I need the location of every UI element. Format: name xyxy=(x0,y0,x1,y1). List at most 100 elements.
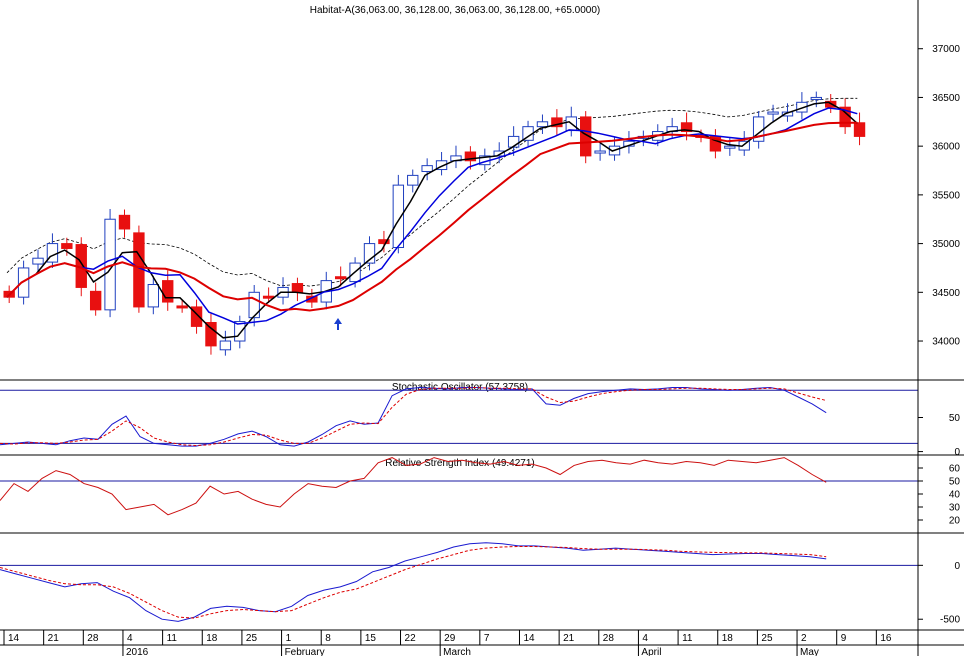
y-tick-label: 35500 xyxy=(932,190,960,201)
candle-up xyxy=(363,243,376,264)
stochastic-y-axis: 0 50 xyxy=(918,413,960,458)
y-tick-label: 40 xyxy=(949,490,961,501)
macd-y-axis: -500 0 xyxy=(918,561,960,626)
candle-down xyxy=(176,305,188,309)
y-tick-label: 0 xyxy=(954,561,960,572)
candle-up xyxy=(219,340,232,351)
x-tick-label: 9 xyxy=(841,633,847,644)
envelope-line xyxy=(6,97,858,287)
ma-mid-line xyxy=(6,107,858,325)
candle-up xyxy=(407,174,419,186)
rsi-lines xyxy=(0,457,918,516)
x-tick-label: 25 xyxy=(246,633,258,644)
x-tick-label: 18 xyxy=(206,633,218,644)
candle-down xyxy=(680,122,693,133)
y-tick-label: 34000 xyxy=(932,337,960,348)
x-tick-label: 21 xyxy=(48,633,60,644)
candle-up xyxy=(435,160,448,171)
candle-down xyxy=(306,295,318,303)
candle-down xyxy=(162,280,174,303)
y-tick-label: 50 xyxy=(949,413,961,424)
x-tick-label: 4 xyxy=(127,633,133,644)
y-tick-label: 50 xyxy=(949,477,961,488)
series-line-primary xyxy=(0,457,827,516)
y-tick-label: 37000 xyxy=(932,44,960,55)
candle-up xyxy=(493,150,505,157)
candle-down xyxy=(262,295,275,299)
y-tick-label: 30 xyxy=(949,503,961,514)
x-tick-label: 14 xyxy=(8,633,20,644)
candle-up xyxy=(767,111,779,115)
stochastic-panel: Stochastic Oscillator (57.3758) 050 xyxy=(0,382,960,458)
x-tick-label: 29 xyxy=(444,633,456,644)
y-tick-label: 0 xyxy=(954,447,960,458)
x-tick-label: 28 xyxy=(87,633,99,644)
candle-up xyxy=(248,291,260,319)
x-tick-label: 1 xyxy=(286,633,292,644)
candle-up xyxy=(32,257,44,265)
envelope-upper-line xyxy=(6,97,858,287)
candle-up xyxy=(392,184,405,248)
rsi-title: Relative Strength Index (49.4271) xyxy=(385,458,535,469)
series-line-signal xyxy=(0,386,827,447)
x-tick-label: 2 xyxy=(801,633,807,644)
candle-up xyxy=(810,96,822,100)
candle-up xyxy=(724,145,736,149)
candle-down xyxy=(551,117,563,128)
series-line-signal xyxy=(0,546,827,619)
candle-up xyxy=(536,121,549,128)
y-tick-label: 36000 xyxy=(932,142,960,153)
month-label: February xyxy=(285,647,325,656)
x-tick-label: 21 xyxy=(563,633,575,644)
y-tick-label: 20 xyxy=(949,516,961,527)
y-tick-label: 60 xyxy=(949,464,961,475)
x-tick-label: 11 xyxy=(167,633,178,644)
x-tick-label: 7 xyxy=(484,633,490,644)
x-tick-label: 8 xyxy=(325,633,331,644)
month-label: April xyxy=(641,647,661,656)
candle-up xyxy=(147,284,160,308)
price-panel: Habitat-A(36,063.00, 36,128.00, 36,063.0… xyxy=(3,5,960,356)
candle-up xyxy=(234,321,246,342)
stochastic-lines xyxy=(0,386,918,447)
date-axis: 14 21 28 4 11 18 25 1 8 15 22 29 7 14 21 28 4 11 18 25 2 9 162… xyxy=(3,630,892,658)
candle-down xyxy=(61,243,73,249)
rsi-panel: Relative Strength Index (49.4271) 20 30 40… xyxy=(0,457,961,527)
x-tick-label: 11 xyxy=(682,633,693,644)
candle-down xyxy=(853,122,866,137)
month-label: May xyxy=(800,647,819,656)
buy-arrow-icon xyxy=(334,318,342,330)
candle-up xyxy=(781,111,794,117)
candle-up xyxy=(594,150,606,154)
x-tick-label: 14 xyxy=(523,633,535,644)
macd-panel: -500 0 xyxy=(0,542,960,626)
y-tick-label: -500 xyxy=(940,615,960,626)
candle-down xyxy=(190,306,203,327)
candle-down xyxy=(291,283,304,293)
x-tick-label: 4 xyxy=(642,633,648,644)
candle-up xyxy=(421,165,433,172)
price-panel-title: Habitat-A(36,063.00, 36,128.00, 36,063.0… xyxy=(310,5,601,16)
candle-down xyxy=(205,322,217,347)
series-line-primary xyxy=(0,542,827,622)
x-tick-label: 15 xyxy=(365,633,377,644)
x-tick-label: 28 xyxy=(603,633,615,644)
y-tick-label: 36500 xyxy=(932,93,960,104)
candle-down xyxy=(118,214,131,230)
month-label: 2016 xyxy=(126,647,149,656)
x-tick-label: 25 xyxy=(761,633,773,644)
candle-down xyxy=(580,116,592,157)
candle-down xyxy=(464,151,477,162)
candle-up xyxy=(17,267,30,298)
y-tick-label: 35000 xyxy=(932,239,960,250)
ma-fast-line xyxy=(6,101,858,339)
ma-slow-line xyxy=(6,121,858,312)
candle-down xyxy=(89,290,102,311)
price-y-axis: 34000 34500 35000 35500 36000 36500 37000 xyxy=(918,44,960,348)
month-label: March xyxy=(443,647,471,656)
candle-down xyxy=(334,276,347,280)
moving-averages xyxy=(6,101,858,339)
